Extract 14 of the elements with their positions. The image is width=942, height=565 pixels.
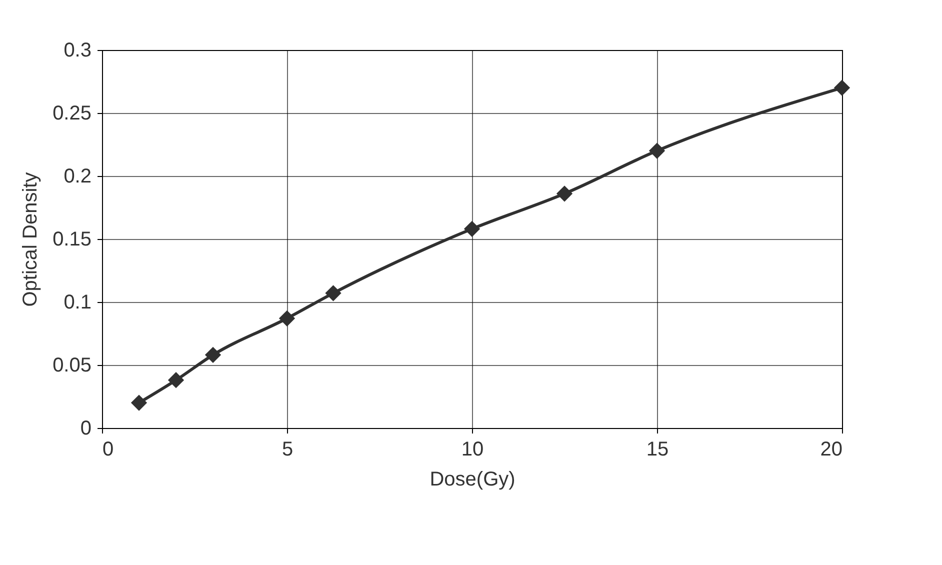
y-axis-title: Optical Density — [20, 172, 42, 307]
y-tick-label: 0.25 — [52, 102, 92, 124]
x-tick-label: 5 — [282, 438, 294, 460]
x-axis-title: Dose(Gy) — [430, 468, 516, 490]
y-tick-label: 0.1 — [64, 292, 92, 314]
y-tick-label: 0.05 — [52, 354, 92, 376]
x-tick-label: 20 — [820, 438, 842, 460]
x-tick-label: 15 — [646, 438, 669, 460]
y-tick-label: 0.15 — [52, 228, 92, 250]
y-tick-label: 0.2 — [64, 166, 92, 188]
x-tick-label: 0 — [102, 438, 114, 460]
y-tick-label: 0 — [80, 418, 92, 440]
y-tick-label: 0.3 — [64, 40, 92, 62]
x-tick-label: 10 — [461, 438, 484, 460]
